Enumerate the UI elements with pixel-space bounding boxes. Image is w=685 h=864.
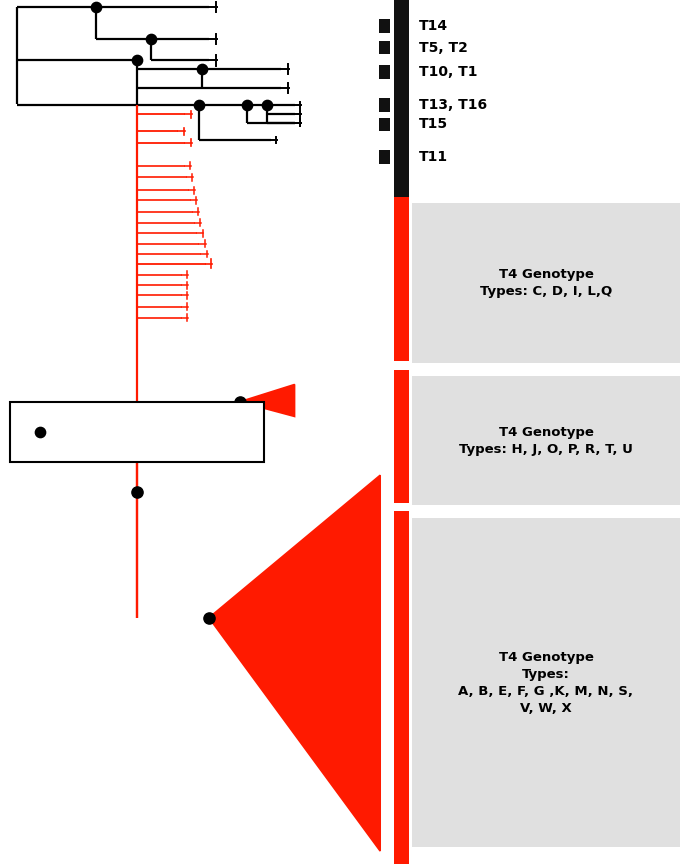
Point [34,425,45,439]
Point [241,98,252,112]
Bar [379,65,390,79]
Point [90,0,101,14]
Bar [394,0,409,197]
Bar [379,150,390,164]
FancyBboxPatch shape [412,203,680,363]
Text: T10, T1: T10, T1 [419,65,477,79]
Polygon shape [209,475,380,851]
FancyBboxPatch shape [412,376,680,505]
Bar [379,98,390,112]
Point [262,98,273,112]
Text: T5, T2: T5, T2 [419,41,468,54]
Point [203,611,214,625]
Point [132,54,142,67]
Text: Statistical support > 0.95: Statistical support > 0.95 [58,425,259,439]
Text: T4 Genotype
Types: C, D, I, L,Q: T4 Genotype Types: C, D, I, L,Q [479,268,612,298]
Bar [394,197,409,864]
Text: T11: T11 [419,150,449,164]
Text: T4 Genotype
Types:
A, B, E, F, G ,K, M, N, S,
V, W, X: T4 Genotype Types: A, B, E, F, G ,K, M, … [458,651,634,715]
Bar [379,118,390,131]
Point [197,62,208,76]
FancyBboxPatch shape [412,518,680,847]
Text: T15: T15 [419,118,449,131]
Point [145,32,156,46]
Polygon shape [240,384,295,416]
Point [132,486,142,499]
Text: T13, T16: T13, T16 [419,98,487,112]
Bar [379,19,390,33]
Bar [379,41,390,54]
Point [234,395,245,409]
Point [193,98,204,112]
Bar [394,361,409,370]
Text: T14: T14 [419,19,449,33]
Text: T4 Genotype
Types: H, J, O, P, R, T, U: T4 Genotype Types: H, J, O, P, R, T, U [459,426,633,455]
FancyBboxPatch shape [10,402,264,462]
Bar [394,503,409,511]
